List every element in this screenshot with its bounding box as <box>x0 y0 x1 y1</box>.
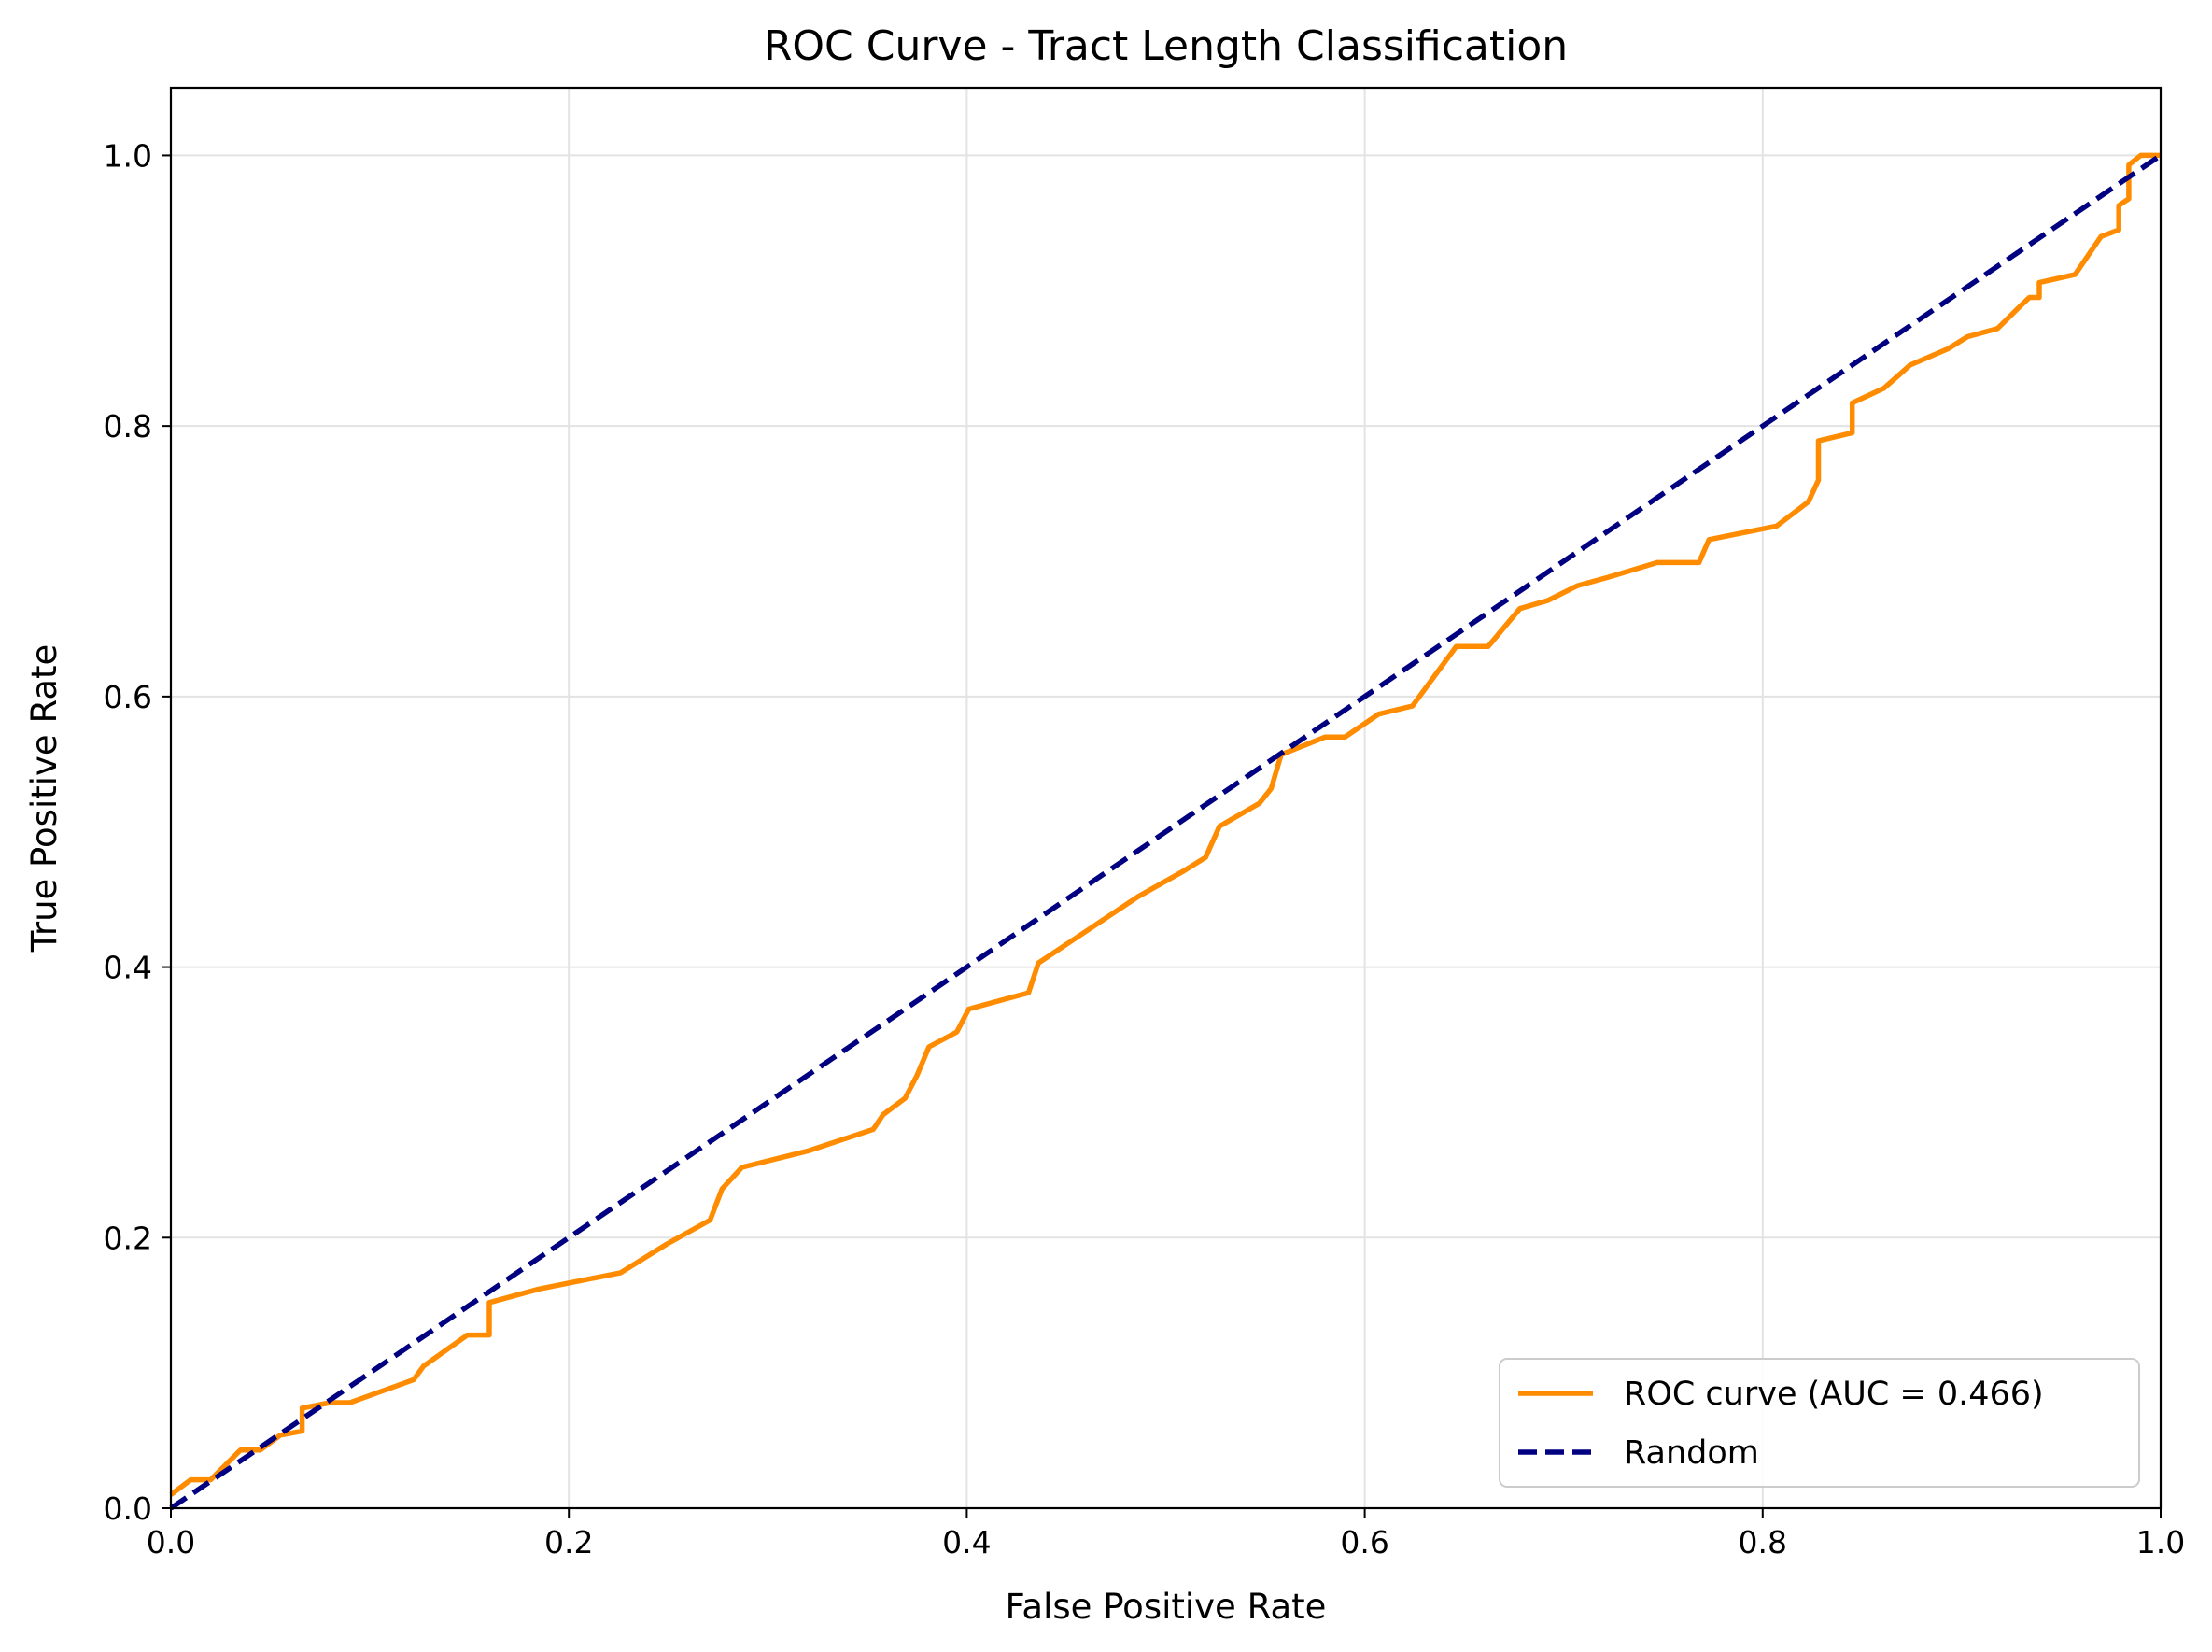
y-tick-label: 0.8 <box>104 408 152 445</box>
chart-title: ROC Curve - Tract Length Classification <box>764 22 1568 70</box>
roc-curve-line <box>169 152 2161 1497</box>
x-tick-label: 0.8 <box>1739 1524 1787 1560</box>
legend: ROC curve (AUC = 0.466) Random <box>1499 1358 2140 1488</box>
y-tick-label: 0.2 <box>104 1220 152 1256</box>
plot-series <box>169 152 2163 1511</box>
legend-label: Random <box>1624 1434 1759 1472</box>
x-tick-label: 0.0 <box>147 1524 195 1560</box>
grid <box>170 88 2162 1509</box>
x-tick-label: 0.4 <box>942 1524 991 1560</box>
axis-ticks: 0.0 0.2 0.4 0.6 0.8 1.0 0.0 0.2 0.4 0.6 0.8 1.0 <box>104 137 2186 1560</box>
y-tick-label: 0.6 <box>104 679 152 715</box>
legend-box <box>1499 1358 2140 1488</box>
y-tick-label: 0.4 <box>104 950 152 986</box>
x-tick-label: 0.2 <box>544 1524 593 1560</box>
plot-frame <box>169 86 2163 1510</box>
x-tick-label: 1.0 <box>2136 1524 2185 1560</box>
y-axis-label: True Positive Rate <box>24 644 64 953</box>
y-tick-label: 0.0 <box>104 1490 152 1527</box>
x-axis-label: False Positive Rate <box>1006 1587 1327 1627</box>
x-tick-label: 0.6 <box>1340 1524 1388 1560</box>
y-tick-label: 1.0 <box>104 137 152 174</box>
legend-label: ROC curve (AUC = 0.466) <box>1624 1376 2044 1413</box>
random-baseline-line <box>169 153 2163 1511</box>
